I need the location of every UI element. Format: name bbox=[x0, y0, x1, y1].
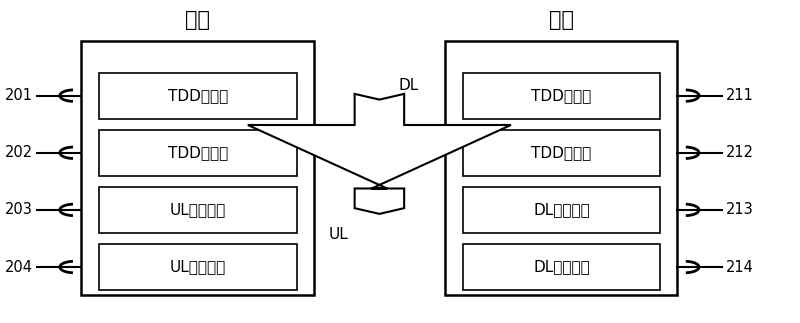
Polygon shape bbox=[463, 73, 660, 119]
Text: 214: 214 bbox=[726, 260, 754, 275]
Polygon shape bbox=[463, 244, 660, 290]
Text: TDD发信机: TDD发信机 bbox=[531, 145, 592, 160]
Text: UL干扰估计: UL干扰估计 bbox=[170, 203, 226, 217]
Text: 基站: 基站 bbox=[185, 10, 210, 30]
Text: 202: 202 bbox=[5, 145, 33, 160]
Text: 204: 204 bbox=[5, 260, 33, 275]
Text: TDD收信机: TDD收信机 bbox=[531, 88, 592, 103]
Text: DL干扰估计: DL干扰估计 bbox=[534, 260, 590, 275]
Polygon shape bbox=[463, 130, 660, 176]
Text: 203: 203 bbox=[5, 203, 33, 217]
Polygon shape bbox=[99, 187, 297, 233]
Polygon shape bbox=[248, 94, 511, 214]
Text: UL信道计算: UL信道计算 bbox=[170, 260, 226, 275]
Polygon shape bbox=[99, 130, 297, 176]
Polygon shape bbox=[445, 41, 678, 295]
Text: 终端: 终端 bbox=[549, 10, 574, 30]
Text: 213: 213 bbox=[726, 203, 754, 217]
Text: TDD收信机: TDD收信机 bbox=[168, 145, 228, 160]
Text: 201: 201 bbox=[5, 88, 33, 103]
Polygon shape bbox=[82, 41, 314, 295]
Polygon shape bbox=[99, 73, 297, 119]
Polygon shape bbox=[99, 244, 297, 290]
Text: DL信道估计: DL信道估计 bbox=[534, 203, 590, 217]
Text: UL: UL bbox=[329, 226, 349, 242]
Text: 211: 211 bbox=[726, 88, 754, 103]
Text: 212: 212 bbox=[726, 145, 754, 160]
Text: DL: DL bbox=[398, 78, 419, 93]
Polygon shape bbox=[463, 187, 660, 233]
Text: TDD发信机: TDD发信机 bbox=[168, 88, 228, 103]
